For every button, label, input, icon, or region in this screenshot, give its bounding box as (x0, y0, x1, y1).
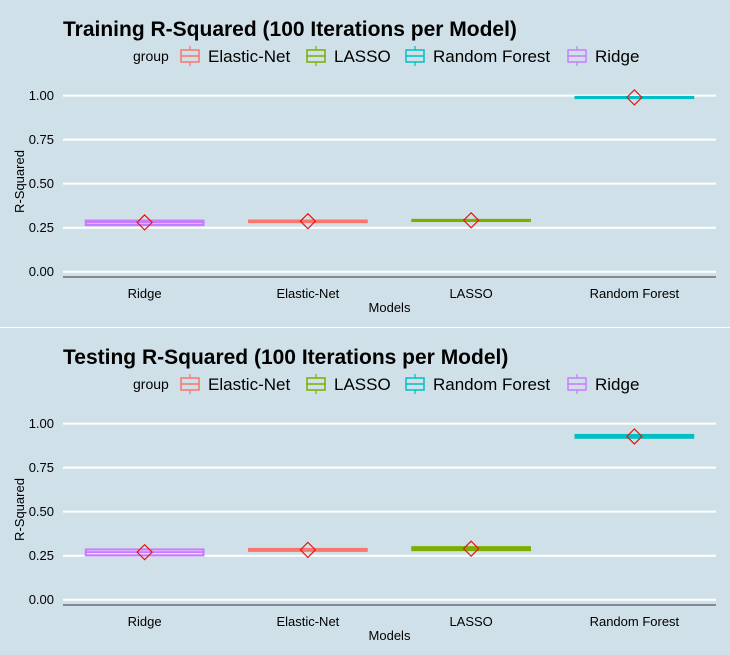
x-tick-label: LASSO (449, 614, 492, 629)
y-tick-label: 0.00 (29, 264, 54, 279)
x-tick-label: Random Forest (590, 286, 680, 301)
x-tick-label: Ridge (128, 286, 162, 301)
legend-item-lasso: LASSO (306, 46, 391, 66)
mean-marker-ridge (136, 214, 153, 231)
chart-title: Testing R-Squared (100 Iterations per Mo… (63, 346, 508, 369)
legend-key-ridge (567, 374, 587, 394)
legend-key-elastic-net (180, 46, 200, 66)
chart-svg-0: Training R-Squared (100 Iterations per M… (12, 18, 716, 315)
x-tick-label: Random Forest (590, 614, 680, 629)
y-tick-label: 0.25 (29, 548, 54, 563)
legend-key-elastic-net (180, 374, 200, 394)
chart-svg-1: Testing R-Squared (100 Iterations per Mo… (12, 346, 716, 643)
legend-item-elastic-net: Elastic-Net (180, 374, 290, 394)
legend-label-lasso: LASSO (334, 375, 391, 394)
legend-key-ridge (567, 46, 587, 66)
mean-marker-random-forest (626, 89, 643, 106)
x-tick-label: Elastic-Net (276, 286, 339, 301)
legend-item-random-forest: Random Forest (405, 46, 550, 66)
legend-title: group (133, 376, 169, 392)
x-tick-label: Ridge (128, 614, 162, 629)
y-tick-label: 0.50 (29, 504, 54, 519)
legend-item-lasso: LASSO (306, 374, 391, 394)
legend-label-elastic-net: Elastic-Net (208, 375, 290, 394)
box-elastic-net (248, 547, 368, 552)
legend-label-random-forest: Random Forest (433, 375, 550, 394)
box-lasso (411, 546, 531, 552)
legend-label-elastic-net: Elastic-Net (208, 47, 290, 66)
y-tick-label: 0.50 (29, 176, 54, 191)
legend-item-ridge: Ridge (567, 374, 639, 394)
y-axis-title: R-Squared (12, 150, 27, 213)
legend-key-random-forest (405, 46, 425, 66)
y-tick-label: 0.00 (29, 592, 54, 607)
legend-item-ridge: Ridge (567, 46, 639, 66)
legend-key-random-forest (405, 374, 425, 394)
mean-marker-ridge (136, 543, 153, 561)
mean-marker-random-forest (626, 428, 643, 445)
x-axis-title: Models (369, 628, 411, 643)
legend-label-random-forest: Random Forest (433, 47, 550, 66)
mean-marker-elastic-net (299, 212, 317, 230)
x-tick-label: Elastic-Net (276, 614, 339, 629)
testing-chart-panel: Testing R-Squared (100 Iterations per Mo… (0, 328, 730, 655)
x-axis-title: Models (369, 300, 411, 315)
legend-label-ridge: Ridge (595, 47, 639, 66)
legend-key-lasso (306, 46, 326, 66)
legend-item-elastic-net: Elastic-Net (180, 46, 290, 66)
box-random-forest (574, 433, 695, 439)
box-elastic-net (248, 219, 368, 224)
y-tick-label: 1.00 (29, 88, 54, 103)
box-random-forest (574, 95, 695, 100)
legend-item-random-forest: Random Forest (405, 374, 550, 394)
box-lasso (411, 218, 531, 223)
x-tick-label: LASSO (449, 286, 492, 301)
legend-label-ridge: Ridge (595, 375, 639, 394)
y-tick-label: 1.00 (29, 416, 54, 431)
mean-marker-elastic-net (299, 541, 317, 559)
y-tick-label: 0.75 (29, 132, 54, 147)
legend-label-lasso: LASSO (334, 47, 391, 66)
box-ridge (84, 548, 205, 557)
box-ridge (84, 219, 205, 227)
y-axis-title: R-Squared (12, 478, 27, 541)
legend-title: group (133, 48, 169, 64)
chart-title: Training R-Squared (100 Iterations per M… (63, 18, 517, 41)
y-tick-label: 0.75 (29, 460, 54, 475)
training-chart-panel: Training R-Squared (100 Iterations per M… (0, 0, 730, 327)
mean-marker-lasso (462, 211, 480, 229)
legend-key-lasso (306, 374, 326, 394)
y-tick-label: 0.25 (29, 220, 54, 235)
mean-marker-lasso (462, 540, 480, 557)
